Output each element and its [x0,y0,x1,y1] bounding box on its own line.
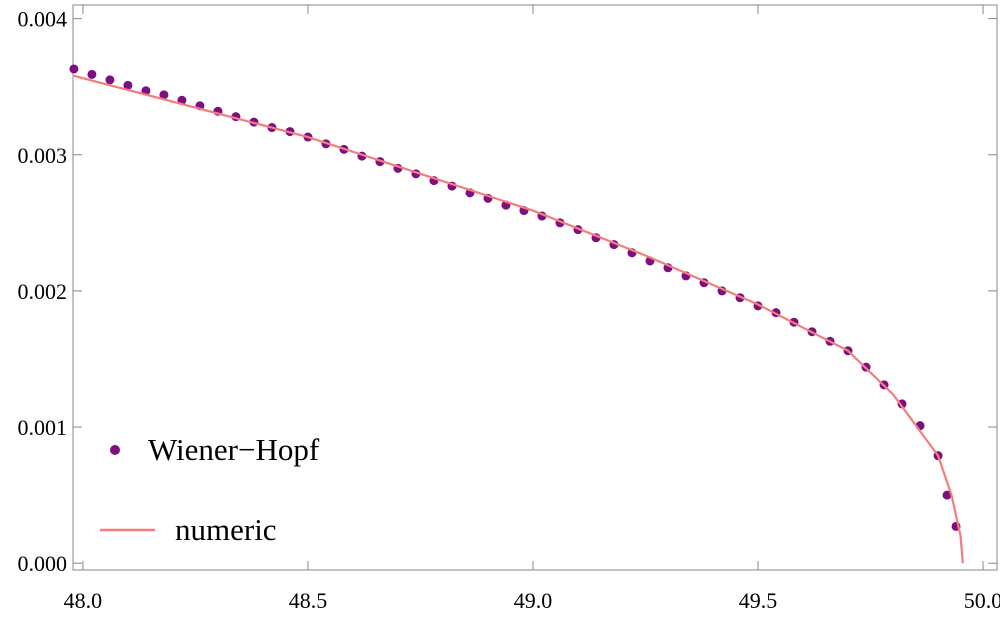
point [87,69,97,79]
x-tick-label: 50.0 [964,588,1000,613]
x-tick-label: 48.0 [64,588,103,613]
point [897,399,907,409]
point [159,90,169,100]
legend-label: numeric [175,512,277,547]
x-tick-label: 48.5 [289,588,328,613]
y-tick-label: 0.004 [18,7,68,32]
y-tick-label: 0.002 [18,279,68,304]
x-tick-label: 49.0 [514,588,553,613]
point [69,64,79,74]
y-tick-label: 0.003 [18,143,68,168]
y-tick-label: 0.000 [18,551,68,576]
legend-label: Wiener−Hopf [148,432,320,467]
point [123,80,133,90]
point [942,490,952,500]
y-tick-label: 0.001 [18,415,68,440]
x-tick-label: 49.5 [739,588,778,613]
legend-swatch [110,445,120,455]
line [73,74,964,564]
plot-frame [72,4,998,571]
point [105,75,115,85]
